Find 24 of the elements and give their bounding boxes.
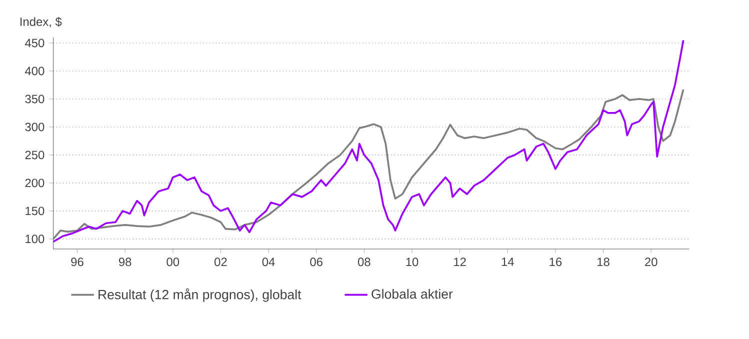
legend-label: Globala aktier <box>372 288 453 299</box>
y-tick-label: 100 <box>26 234 44 244</box>
y-tick-label: 400 <box>24 66 44 76</box>
x-tick-label: 04 <box>262 258 275 266</box>
y-tick-label: 300 <box>25 122 44 132</box>
x-tick-label: 02 <box>214 258 227 266</box>
y-tick-label: 350 <box>25 94 44 104</box>
x-tick-label: 10 <box>406 258 418 266</box>
legend-label: Resultat (12 mån prognos), globalt <box>98 288 302 302</box>
x-tick-label: 08 <box>358 258 370 266</box>
y-tick-label: 250 <box>25 150 44 160</box>
y-tick-label: 200 <box>25 178 44 188</box>
x-tick-label: 96 <box>71 258 84 266</box>
x-tick-label: 00 <box>166 258 180 266</box>
x-tick-label: 14 <box>502 258 514 266</box>
x-tick-label: 98 <box>118 258 132 266</box>
y-axis-title: Index, $ <box>20 17 62 28</box>
y-tick-label: 150 <box>26 206 44 216</box>
x-tick-label: 12 <box>454 258 466 266</box>
x-tick-label: 20 <box>645 258 658 266</box>
x-tick-label: 06 <box>310 258 322 266</box>
y-tick-label: 450 <box>24 38 44 48</box>
x-tick-label: 16 <box>550 258 562 266</box>
x-tick-label: 18 <box>598 258 610 266</box>
